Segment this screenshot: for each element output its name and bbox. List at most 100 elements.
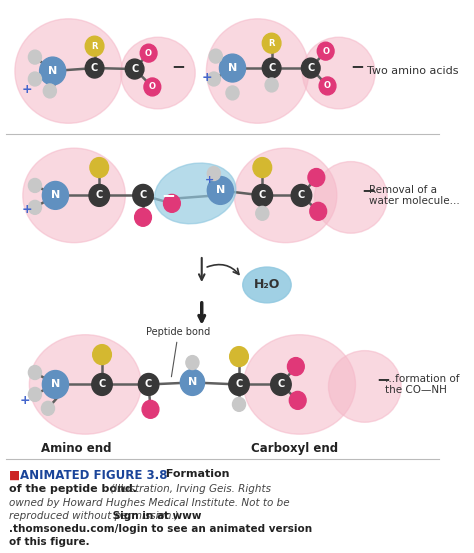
Circle shape (90, 158, 109, 178)
Text: R: R (268, 39, 275, 48)
Circle shape (92, 373, 112, 395)
Text: .thomsonedu.com/login to see an animated version: .thomsonedu.com/login to see an animated… (9, 524, 312, 534)
Circle shape (310, 202, 327, 220)
Ellipse shape (121, 37, 195, 109)
Text: O: O (324, 81, 331, 91)
Circle shape (232, 398, 246, 411)
Text: −: − (350, 57, 364, 75)
Circle shape (43, 84, 56, 98)
Circle shape (226, 86, 239, 100)
Circle shape (28, 179, 41, 192)
Circle shape (140, 44, 157, 62)
Text: C: C (298, 190, 305, 200)
Text: N: N (188, 378, 197, 388)
Text: ■: ■ (9, 469, 20, 482)
Text: ANIMATED FIGURE 3.8: ANIMATED FIGURE 3.8 (20, 469, 167, 482)
Text: Two amino acids: Two amino acids (367, 66, 458, 76)
Circle shape (85, 36, 104, 56)
Circle shape (40, 57, 66, 85)
Text: owned by Howard Hughes Medical Institute. Not to be: owned by Howard Hughes Medical Institute… (9, 498, 290, 508)
Text: R: R (91, 41, 98, 51)
Circle shape (186, 356, 199, 369)
Text: C: C (277, 379, 284, 389)
Circle shape (28, 200, 41, 215)
Text: O: O (145, 49, 152, 58)
Circle shape (89, 185, 109, 206)
Circle shape (289, 392, 306, 409)
Circle shape (207, 176, 233, 205)
Circle shape (135, 208, 151, 226)
Ellipse shape (244, 335, 356, 434)
Ellipse shape (243, 267, 291, 303)
Circle shape (219, 54, 246, 82)
Circle shape (207, 72, 220, 86)
Circle shape (144, 78, 161, 96)
Ellipse shape (302, 37, 375, 109)
Circle shape (271, 373, 291, 395)
Text: C: C (131, 64, 138, 74)
Text: Amino end: Amino end (41, 442, 111, 455)
Circle shape (229, 373, 249, 395)
Circle shape (28, 50, 41, 64)
Circle shape (133, 185, 153, 206)
Circle shape (252, 185, 273, 206)
Circle shape (265, 78, 278, 92)
Circle shape (262, 33, 281, 53)
Text: of this figure.: of this figure. (9, 536, 90, 547)
Circle shape (301, 58, 320, 78)
Circle shape (180, 369, 205, 395)
Text: C: C (236, 379, 243, 389)
Ellipse shape (206, 19, 309, 123)
Circle shape (256, 206, 269, 220)
Text: C: C (91, 63, 98, 73)
Circle shape (125, 59, 144, 79)
Text: reproduced without permission.): reproduced without permission.) (9, 511, 179, 521)
Circle shape (253, 158, 272, 178)
Text: Sign in at www: Sign in at www (109, 511, 201, 521)
Circle shape (138, 373, 159, 395)
Text: ...formation of
the CO—NH: ...formation of the CO—NH (385, 374, 460, 395)
Ellipse shape (328, 351, 401, 422)
Circle shape (230, 347, 248, 367)
Text: −: − (162, 186, 175, 205)
Text: C: C (268, 63, 275, 73)
Circle shape (209, 49, 222, 63)
Circle shape (28, 388, 41, 401)
Circle shape (42, 181, 68, 210)
Circle shape (42, 371, 68, 398)
Text: Formation: Formation (162, 469, 229, 479)
Text: of the peptide bond.: of the peptide bond. (9, 484, 137, 494)
Text: C: C (259, 190, 266, 200)
Circle shape (308, 169, 325, 186)
Text: −: − (361, 181, 375, 200)
Text: C: C (145, 379, 152, 389)
Text: N: N (51, 190, 60, 200)
Circle shape (85, 58, 104, 78)
Ellipse shape (314, 161, 387, 233)
Text: N: N (228, 63, 237, 73)
Text: O: O (149, 82, 156, 91)
Circle shape (142, 400, 159, 418)
Text: C: C (139, 190, 146, 200)
Text: O: O (322, 46, 329, 56)
Text: +: + (202, 71, 212, 84)
Text: +: + (22, 204, 33, 216)
Circle shape (262, 58, 281, 78)
Ellipse shape (234, 148, 337, 243)
Text: +: + (205, 175, 214, 185)
Text: (Illustration, Irving Geis. Rights: (Illustration, Irving Geis. Rights (107, 484, 271, 494)
Circle shape (28, 72, 41, 86)
Circle shape (164, 195, 180, 212)
Circle shape (28, 366, 41, 379)
Circle shape (317, 42, 334, 60)
Ellipse shape (15, 19, 122, 123)
Text: −: − (171, 57, 185, 75)
Text: N: N (216, 185, 225, 195)
Text: N: N (51, 379, 60, 389)
Circle shape (93, 345, 111, 364)
Text: C: C (307, 63, 314, 73)
Ellipse shape (155, 163, 236, 224)
Circle shape (287, 358, 304, 375)
Ellipse shape (23, 148, 125, 243)
Text: C: C (96, 190, 103, 200)
